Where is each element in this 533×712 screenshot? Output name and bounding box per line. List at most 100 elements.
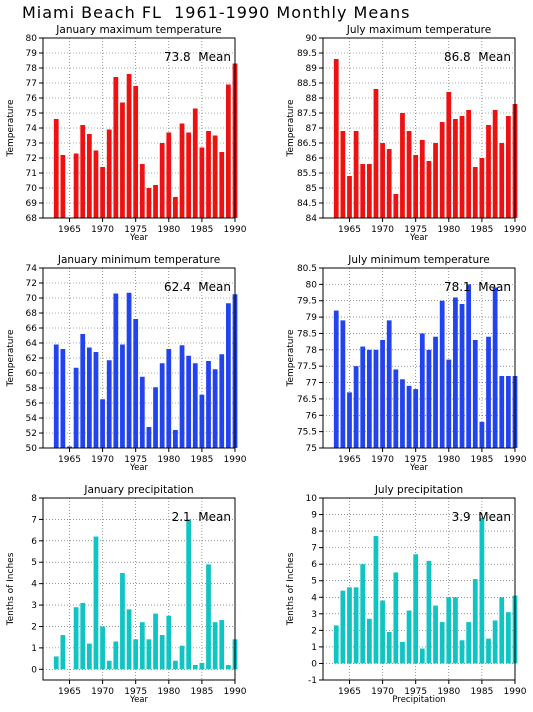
chart-5-bar-1983 — [466, 622, 472, 664]
chart-0-title: January maximum temperature — [55, 24, 221, 36]
chart-3-xtick-label: 1990 — [504, 455, 527, 465]
chart-2-ytick-label: 74 — [26, 264, 38, 274]
chart-0-ytick-label: 72 — [26, 154, 37, 164]
chart-1-ytick-label: 86.5 — [297, 139, 317, 149]
chart-1-bar-1966 — [353, 131, 359, 218]
chart-4-frame — [42, 497, 236, 681]
chart-4-xtick-label: 1990 — [224, 687, 247, 697]
chart-5-xtick-label: 1970 — [371, 687, 394, 697]
chart-0-bar-1964 — [60, 155, 66, 218]
chart-2-ytick-label: 68 — [26, 309, 38, 319]
chart-2-bar-1988 — [219, 354, 225, 448]
chart-5-bar-1984 — [472, 579, 478, 664]
chart-0-bar-1975 — [133, 86, 139, 218]
chart-2-ytick-label: 50 — [26, 444, 38, 454]
chart-1-bar-1969 — [373, 89, 379, 218]
chart-3-bar-1989 — [505, 376, 511, 448]
chart-0-ytick-label: 70 — [26, 184, 38, 194]
chart-2-bar-1969 — [93, 352, 99, 448]
chart-1-ytick-label: 85 — [306, 184, 317, 194]
chart-2-ytick-label: 54 — [26, 414, 38, 424]
chart-0-ytick-label: 78 — [26, 64, 38, 74]
chart-0-ytick-label: 69 — [26, 199, 38, 209]
chart-1-bar-1977 — [426, 161, 432, 218]
chart-4-ytick-label: 0 — [31, 665, 37, 675]
chart-0-bar-1973 — [120, 102, 125, 218]
chart-2-bar-1984 — [192, 363, 198, 448]
chart-0-mean-label: 73.8 Mean — [164, 50, 231, 64]
chart-4-xlabel: Year — [129, 695, 149, 705]
chart-2-bar-1980 — [166, 349, 172, 448]
chart-3-mean-label: 78.1 Mean — [444, 280, 511, 294]
chart-1-bar-1974 — [406, 131, 412, 218]
chart-2-bar-1977 — [146, 427, 152, 448]
chart-5-ytick-label: 7 — [311, 544, 317, 554]
chart-5-bar-1977 — [426, 560, 432, 664]
chart-1-ytick-label: 86 — [306, 154, 318, 164]
chart-3-bar-1964 — [340, 320, 346, 448]
chart-4-ytick-label: 7 — [31, 515, 37, 525]
chart-0-bar-1982 — [179, 123, 185, 218]
chart-4-bar-1969 — [93, 536, 99, 670]
chart-2-ytick-label: 56 — [26, 399, 38, 409]
chart-4-bar-1974 — [126, 609, 132, 670]
chart-3-ytick-label: 76.5 — [297, 395, 317, 405]
chart-5-bar-1989 — [505, 612, 511, 664]
chart-1-bar-1965 — [347, 176, 352, 218]
chart-5-ytick-label: 2 — [311, 626, 317, 636]
chart-3-ytick-label: 75 — [306, 444, 317, 454]
chart-2-bar-1974 — [126, 292, 132, 448]
chart-1-bar-1988 — [499, 143, 505, 218]
chart-0-bar-1981 — [173, 197, 178, 218]
chart-4-ytick-label: 3 — [31, 601, 37, 611]
chart-0-bar-1967 — [80, 125, 86, 218]
chart-5-ytick-label: 8 — [311, 527, 317, 537]
chart-0-xtick-label: 1970 — [91, 225, 114, 235]
chart-3-bar-1983 — [466, 284, 472, 448]
chart-4-xtick-label: 1980 — [157, 687, 180, 697]
chart-4-bar-1981 — [173, 660, 178, 670]
chart-2-bar-1972 — [113, 293, 119, 448]
chart-4-bar-1977 — [146, 639, 152, 670]
chart-4-ytick-label: 4 — [31, 580, 37, 590]
chart-0-ytick-label: 77 — [26, 79, 37, 89]
chart-1-ytick-label: 90 — [306, 34, 318, 44]
chart-2-bar-1963 — [53, 344, 59, 448]
chart-3-ytick-label: 76 — [306, 411, 318, 421]
chart-1-ytick-label: 84.5 — [297, 199, 317, 209]
chart-3-bar-1970 — [380, 340, 385, 448]
chart-4-xtick-label: 1985 — [190, 687, 213, 697]
chart-5-bar-1981 — [453, 597, 458, 664]
chart-3-ytick-label: 75.5 — [297, 428, 317, 438]
chart-0-bar-1976 — [139, 164, 145, 218]
chart-4-bar-1989 — [225, 665, 231, 670]
chart-2-ytick-label: 66 — [26, 324, 38, 334]
chart-4-xtick-label: 1975 — [124, 687, 147, 697]
chart-5-bar-1970 — [380, 600, 385, 664]
chart-1-bar-1971 — [386, 149, 392, 218]
chart-4-bar-1968 — [86, 643, 92, 670]
chart-1-bar-1983 — [466, 110, 472, 218]
chart-3-bar-1986 — [486, 336, 491, 448]
chart-4-bar-1983 — [186, 519, 192, 670]
chart-2-ytick-label: 64 — [26, 339, 38, 349]
chart-4-ytick-label: 5 — [31, 558, 37, 568]
chart-3-bar-1987 — [492, 287, 498, 448]
chart-0-bar-1983 — [186, 132, 192, 218]
chart-5-bar-1986 — [486, 638, 491, 664]
chart-0-xtick-label: 1965 — [58, 225, 81, 235]
chart-0-bar-1969 — [93, 150, 99, 218]
chart-3-bar-1988 — [499, 376, 505, 448]
chart-1-bar-1963 — [333, 59, 339, 218]
chart-3-bar-1979 — [439, 300, 445, 448]
chart-3-bar-1971 — [386, 320, 392, 448]
chart-2-bar-1973 — [120, 344, 125, 448]
chart-1-bar-1968 — [366, 164, 372, 218]
chart-0-ylabel: Temperature — [6, 99, 16, 157]
chart-5-ytick-label: -1 — [308, 676, 317, 686]
chart-1-bar-1970 — [380, 143, 385, 218]
chart-2-xtick-label: 1970 — [91, 455, 114, 465]
chart-5-bar-1974 — [406, 610, 412, 664]
chart-1-bar-1986 — [486, 125, 491, 218]
chart-2-bar-1967 — [80, 334, 86, 448]
